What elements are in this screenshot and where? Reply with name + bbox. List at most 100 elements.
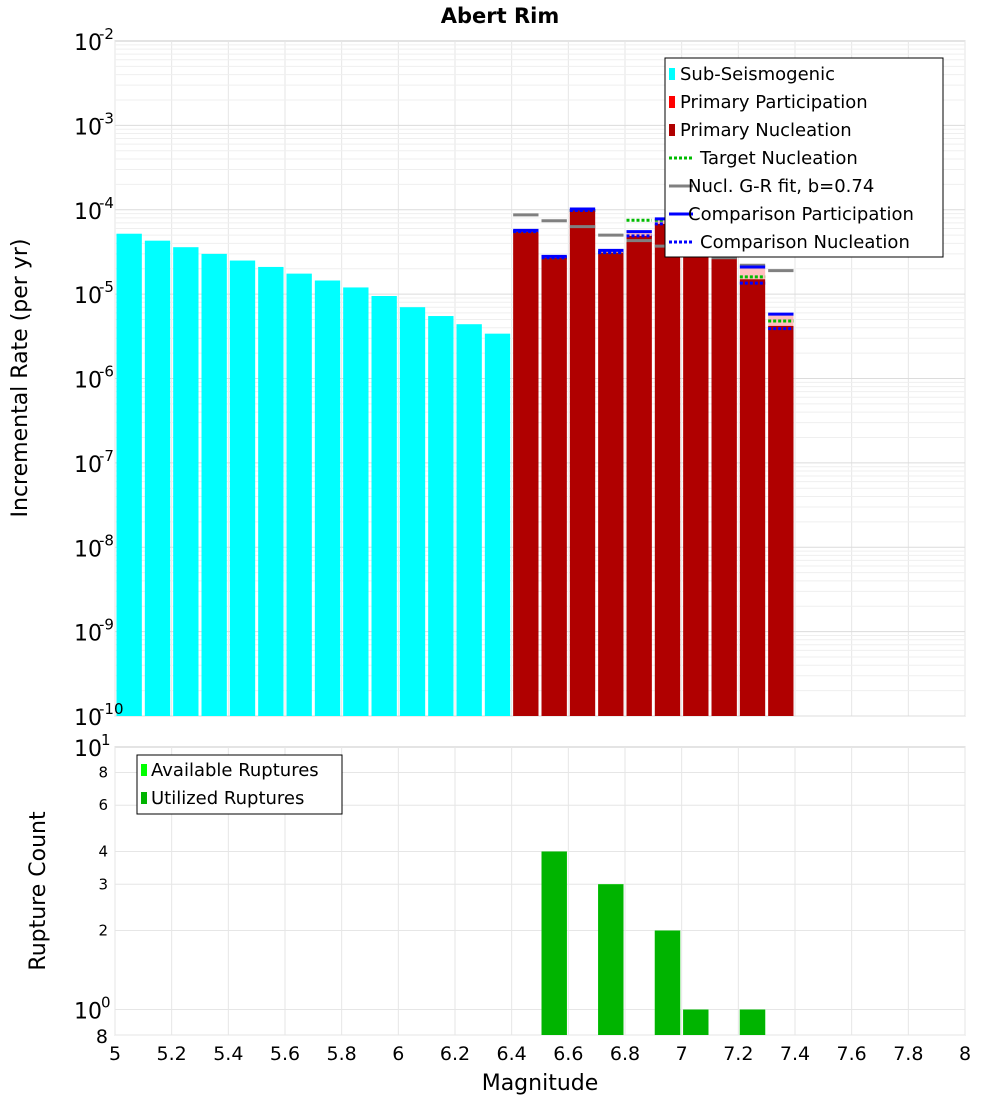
top-y-tick-exp: -3: [99, 109, 114, 127]
sub-seismogenic-bar: [484, 333, 511, 716]
bottom-y-minor-tick: 3: [98, 875, 108, 893]
top-y-tick-label: 10-8: [74, 531, 114, 562]
bottom-y-major-tick: 10 1: [74, 731, 111, 762]
x-tick-label: 6.2: [440, 1043, 470, 1065]
top-y-tick-exp: -4: [99, 194, 114, 212]
top-legend-label: Comparison Participation: [688, 204, 914, 225]
x-tick-labels: 5 5.2 5.4 5.6 5.8 6 6.2 6.4 6.6 6.8 7 7.2 7.4 7.6 7.8 8: [109, 1043, 971, 1065]
sub-seismogenic-bar: [314, 280, 341, 716]
sub-seismogenic-bar: [371, 296, 397, 716]
bottom-legend-label: Available Ruptures: [151, 760, 319, 781]
top-y-tick-exp: -6: [99, 363, 114, 381]
bottom-y-minor-tick: 6: [98, 796, 108, 814]
top-y-tick-label: 10-7: [74, 447, 114, 478]
x-tick-label: 6: [392, 1043, 404, 1065]
top-y-tick-exp: -7: [99, 447, 114, 465]
top-y-tick-base: 10: [74, 453, 102, 478]
top-legend-item: Nucl. G-R fit, b=0.74: [669, 176, 874, 197]
legend-swatch-bar: [669, 96, 675, 108]
bottom-legend-label: Utilized Ruptures: [151, 788, 304, 809]
utilized-ruptures-bar: [683, 1009, 709, 1035]
primary-nucleation-bar: [541, 257, 567, 716]
primary-nucleation-bar: [768, 325, 794, 716]
top-legend-item: Primary Participation: [669, 92, 868, 113]
primary-nucleation-bar: [626, 235, 652, 716]
sub-seismogenic-bar: [399, 307, 426, 716]
primary-nucleation-bar: [739, 279, 766, 716]
top-legend-box: [664, 57, 944, 258]
bottom-y-axis-title: Rupture Count: [26, 811, 51, 971]
sub-seismogenic-bar: [173, 247, 199, 716]
sub-seismogenic-bar: [343, 287, 369, 716]
top-y-tick-label: 10-10: [74, 700, 124, 731]
x-tick-label: 7: [676, 1043, 688, 1065]
top-y-tick-base: 10: [74, 706, 102, 731]
top-y-tick-label: 10-6: [74, 363, 114, 394]
sub-seismogenic-bar: [286, 273, 312, 716]
top-y-tick-label: 10-2: [74, 25, 114, 56]
top-y-tick-exp: -9: [99, 616, 114, 634]
top-legend-label: Target Nucleation: [699, 148, 858, 169]
x-tick-label: 7.8: [893, 1043, 923, 1065]
top-legend-item: Target Nucleation: [669, 148, 858, 169]
bottom-legend-item: Utilized Ruptures: [141, 788, 304, 809]
x-tick-label: 5: [109, 1043, 121, 1065]
sub-seismogenic-bar: [456, 324, 482, 716]
bottom-legend-item: Available Ruptures: [141, 760, 319, 781]
sub-seismogenic-bar: [201, 253, 227, 716]
top-y-tick-label: 10-9: [74, 616, 114, 647]
top-y-tick-base: 10: [74, 115, 102, 140]
primary-nucleation-bar: [711, 250, 737, 717]
legend-swatch-bar: [141, 792, 147, 804]
bottom-y-minor-tick: 4: [98, 842, 108, 860]
top-y-tick-exp: -10: [99, 700, 124, 718]
legend-swatch-bar: [669, 124, 675, 136]
top-gridlines: [114, 41, 966, 717]
top-y-tick-label: 10-5: [74, 278, 114, 309]
sub-seismogenic-bar: [428, 316, 454, 716]
chart-title: Abert Rim: [441, 4, 559, 28]
top-legend-label: Primary Nucleation: [680, 120, 852, 141]
x-tick-label: 5.2: [157, 1043, 187, 1065]
top-y-tick-base: 10: [74, 622, 102, 647]
x-tick-label: 6.8: [610, 1043, 640, 1065]
sub-seismogenic-bar: [258, 266, 284, 716]
x-axis-title: Magnitude: [482, 1071, 599, 1096]
top-legend-item: Sub-Seismogenic: [669, 64, 835, 85]
top-y-tick-base: 10: [74, 284, 102, 309]
bottom-legend-box: [136, 754, 343, 815]
bottom-y-tick-base: 10: [74, 1000, 102, 1025]
bottom-y-minor-tick: 8: [96, 1026, 108, 1048]
top-y-tick-base: 10: [74, 200, 102, 225]
x-tick-label: 5.6: [270, 1043, 300, 1065]
bottom-y-major-tick: 10 0: [74, 994, 111, 1025]
bottom-bars: [541, 851, 766, 1035]
sub-seismogenic-bar: [116, 233, 142, 716]
top-legend-label: Sub-Seismogenic: [680, 64, 835, 85]
top-bars: [116, 209, 794, 717]
bottom-y-minor-tick: 8: [98, 763, 108, 781]
primary-nucleation-bar: [598, 252, 624, 716]
top-legend-label: Primary Participation: [680, 92, 868, 113]
top-y-tick-exp: -5: [99, 278, 114, 296]
top-y-tick-label: 10-4: [74, 194, 114, 225]
utilized-ruptures-bar: [598, 884, 624, 1035]
top-y-tick-base: 10: [74, 537, 102, 562]
bottom-legend: Available Ruptures Utilized Ruptures: [136, 754, 343, 815]
top-y-tick-exp: -8: [99, 531, 114, 549]
primary-nucleation-bar: [654, 223, 681, 716]
top-legend-item: Comparison Nucleation: [669, 232, 910, 253]
x-tick-label: 7.4: [780, 1043, 810, 1065]
top-y-tick-base: 10: [74, 31, 102, 56]
top-legend-label: Nucl. G-R fit, b=0.74: [688, 176, 874, 197]
utilized-ruptures-bar: [654, 930, 681, 1035]
x-tick-label: 5.4: [213, 1043, 243, 1065]
x-tick-label: 8: [959, 1043, 971, 1065]
primary-nucleation-bar: [683, 250, 709, 717]
sub-seismogenic-bar: [229, 260, 256, 716]
x-tick-label: 7.2: [723, 1043, 753, 1065]
top-y-tick-base: 10: [74, 369, 102, 394]
